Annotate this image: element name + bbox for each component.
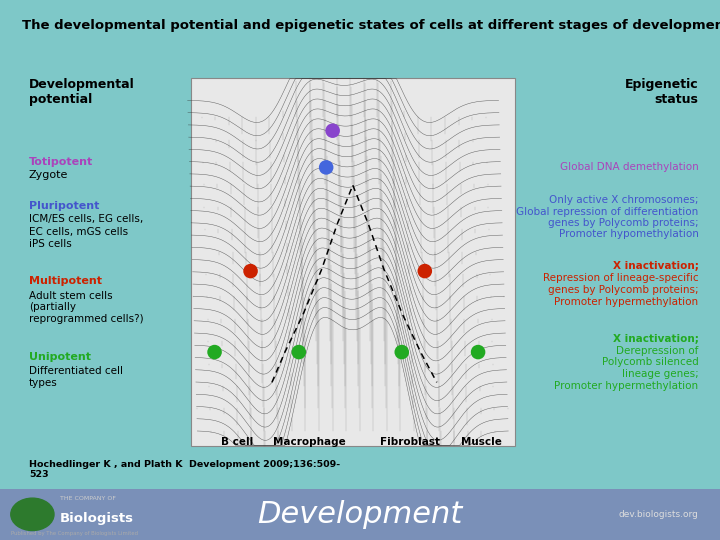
Text: Developmental
potential: Developmental potential [29,78,135,106]
Text: Derepression of: Derepression of [616,346,698,356]
Point [293,348,305,356]
Point [396,348,408,356]
Text: Fibroblast: Fibroblast [380,437,441,448]
Text: Macrophage: Macrophage [273,437,346,448]
Bar [0,489,720,540]
Text: Polycomb silenced: Polycomb silenced [602,357,698,368]
Text: genes by Polycomb proteins;: genes by Polycomb proteins; [548,218,698,228]
Text: The developmental potential and epigenetic states of cells at different stages o: The developmental potential and epigenet… [22,19,720,32]
Text: Global repression of differentiation: Global repression of differentiation [516,207,698,217]
Text: Epigenetic
status: Epigenetic status [625,78,698,106]
Text: Biologists: Biologists [60,512,134,525]
Point [419,267,431,275]
Text: Zygote: Zygote [29,170,68,180]
Text: iPS cells: iPS cells [29,239,71,249]
Text: B cell: B cell [222,437,253,448]
Text: X inactivation;: X inactivation; [613,261,698,272]
Text: Pluripotent: Pluripotent [29,201,99,211]
Text: THE COMPANY OF: THE COMPANY OF [60,496,116,502]
Text: lineage genes;: lineage genes; [621,369,698,380]
Text: Repression of lineage-specific: Repression of lineage-specific [543,273,698,284]
Text: Totipotent: Totipotent [29,157,93,167]
Text: Unipotent: Unipotent [29,352,91,362]
Text: Development: Development [257,500,463,529]
Text: dev.biologists.org: dev.biologists.org [618,510,698,519]
Text: Muscle: Muscle [461,437,501,448]
Text: X inactivation;: X inactivation; [613,334,698,344]
Text: Hochedlinger K , and Plath K  Development 2009;136:509-
523: Hochedlinger K , and Plath K Development… [29,460,340,480]
Point [245,267,256,275]
Text: Promoter hypermethylation: Promoter hypermethylation [554,297,698,307]
Point [209,348,220,356]
Text: Adult stem cells: Adult stem cells [29,291,112,301]
Text: Differentiated cell: Differentiated cell [29,366,123,376]
Point [327,126,338,135]
Point [320,163,332,172]
Text: Global DNA demethylation: Global DNA demethylation [559,162,698,172]
Text: ICM/ES cells, EG cells,: ICM/ES cells, EG cells, [29,214,143,225]
Point [472,348,484,356]
Text: EC cells, mGS cells: EC cells, mGS cells [29,227,128,237]
Text: genes by Polycomb proteins;: genes by Polycomb proteins; [548,285,698,295]
Text: Only active X chromosomes;: Only active X chromosomes; [549,195,698,206]
Text: types: types [29,378,58,388]
Text: Promoter hypermethylation: Promoter hypermethylation [554,381,698,391]
Text: Multipotent: Multipotent [29,276,102,287]
Text: reprogrammed cells?): reprogrammed cells?) [29,314,143,325]
Circle shape [11,498,54,530]
FancyBboxPatch shape [191,78,515,446]
Text: Published by The Company of Biologists Limited: Published by The Company of Biologists L… [11,531,138,536]
Text: (partially: (partially [29,302,76,313]
Text: Promoter hypomethylation: Promoter hypomethylation [559,229,698,239]
